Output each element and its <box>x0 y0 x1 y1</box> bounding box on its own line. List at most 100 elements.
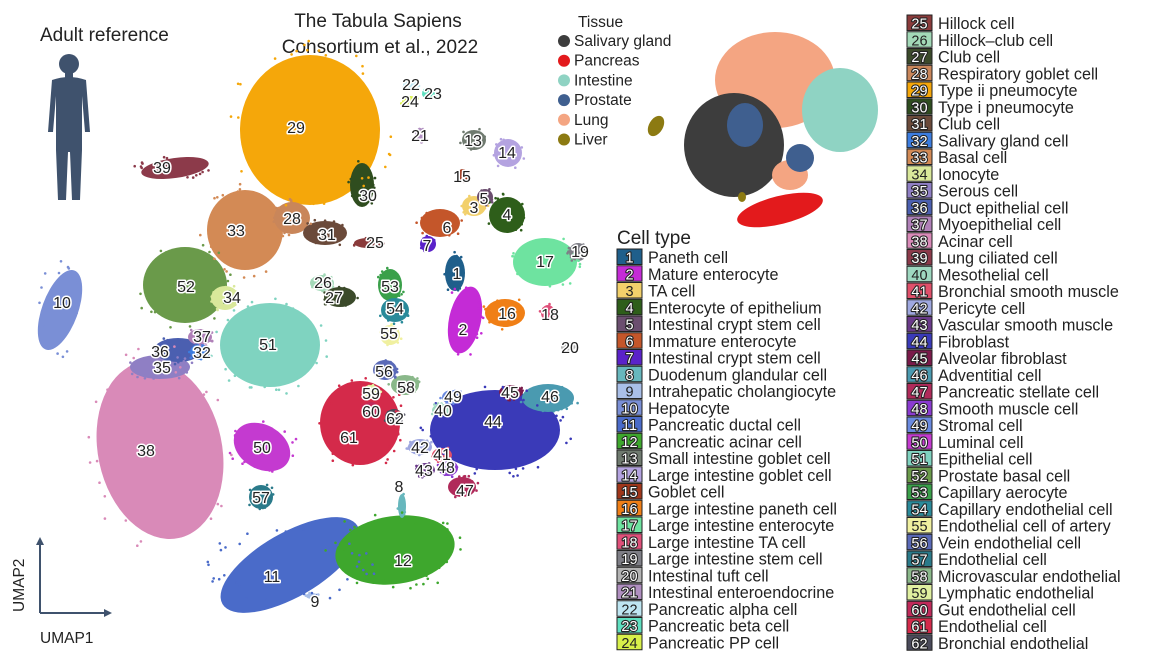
tissue-legend-label: Intestine <box>574 72 633 89</box>
cell-point <box>75 311 78 315</box>
cell-point <box>189 328 193 332</box>
cell-point <box>264 270 268 273</box>
celltype-number: 36 <box>911 201 927 217</box>
cell-point <box>210 339 214 343</box>
cell-point <box>453 287 457 291</box>
cell-point <box>462 130 465 134</box>
cell-point <box>310 591 314 595</box>
celltype-swatch <box>616 617 643 634</box>
cell-point <box>224 285 228 289</box>
cell-point <box>446 446 450 450</box>
cell-point <box>496 299 499 303</box>
cluster-label-24: 24 <box>401 94 419 111</box>
celltype-number: 8 <box>625 368 633 384</box>
celltype-name: Duodenum glandular cell <box>648 366 827 384</box>
cell-point <box>426 577 430 581</box>
celltype-legend-item: 38 Acinar cell <box>906 232 1013 251</box>
cell-point <box>382 242 386 245</box>
cell-point <box>222 260 226 263</box>
cell-point <box>372 396 376 400</box>
cell-point <box>452 402 455 405</box>
cell-point <box>538 310 542 313</box>
cell-point <box>416 379 420 383</box>
cluster-32 <box>190 344 210 360</box>
cell-point <box>353 525 356 529</box>
celltype-swatch <box>906 634 933 651</box>
cell-point <box>294 372 297 376</box>
cell-point <box>232 284 236 288</box>
cell-point <box>290 53 293 56</box>
cell-point <box>171 317 175 321</box>
cluster-40 <box>432 404 452 416</box>
cell-point <box>208 250 211 254</box>
cell-point <box>480 332 483 335</box>
celltype-number: 33 <box>911 151 927 167</box>
celltype-swatch <box>616 600 643 617</box>
cell-point <box>65 350 69 353</box>
cell-point <box>522 398 525 402</box>
cell-point <box>342 547 346 551</box>
tissue-inset <box>647 32 878 228</box>
cluster-label-48: 48 <box>437 460 455 477</box>
cell-point <box>487 222 491 225</box>
cell-point <box>277 388 281 392</box>
cluster-42 <box>408 439 432 455</box>
cell-point <box>385 417 388 421</box>
celltype-legend-item: 17 Large intestine enterocyte <box>616 516 834 536</box>
cell-point <box>43 336 47 339</box>
cell-point <box>373 186 376 189</box>
cell-point <box>88 461 92 464</box>
cell-point <box>350 552 354 555</box>
cell-point <box>141 373 145 377</box>
celltype-legend-item: 36 Duct epithelial cell <box>906 198 1068 218</box>
cell-point <box>185 371 189 374</box>
cell-point <box>453 389 457 393</box>
cell-point <box>234 290 238 293</box>
cell-point <box>258 261 261 265</box>
cluster-5 <box>477 189 493 205</box>
celltype-swatch <box>616 466 643 483</box>
cell-point <box>217 254 220 258</box>
cell-point <box>310 238 313 242</box>
cell-point <box>572 253 576 256</box>
cell-point <box>400 293 403 296</box>
cell-point <box>283 430 287 433</box>
celltype-number: 25 <box>911 17 927 33</box>
celltype-swatch <box>906 148 933 165</box>
cluster-48 <box>438 460 458 476</box>
cell-point <box>575 259 579 262</box>
cell-point <box>352 194 355 197</box>
cell-point <box>265 483 269 487</box>
cell-point <box>176 356 179 359</box>
celltype-swatch <box>906 165 933 182</box>
cell-point <box>304 594 308 597</box>
cluster-label-1: 1 <box>453 266 462 283</box>
cluster-label-34: 34 <box>223 290 241 307</box>
celltype-name: Basal cell <box>938 149 1007 167</box>
cell-point <box>390 298 394 301</box>
cell-point <box>536 404 539 407</box>
celltype-swatch <box>616 265 643 282</box>
cell-point <box>469 397 472 401</box>
cell-point <box>402 512 406 516</box>
celltype-legend-item: 27 Club cell <box>906 48 1000 67</box>
celltype-name: Vein endothelial cell <box>938 534 1081 552</box>
cell-point <box>197 346 200 349</box>
celltype-name: Serous cell <box>938 183 1018 201</box>
celltype-name: Pancreatic beta cell <box>648 618 789 636</box>
celltype-name: Respiratory goblet cell <box>938 65 1098 83</box>
cluster-36 <box>154 338 202 362</box>
cell-point <box>318 422 321 425</box>
cluster-label-22: 22 <box>402 77 420 94</box>
cell-point <box>165 156 169 160</box>
cell-point <box>174 371 178 374</box>
celltype-legend-item: 4 Enterocyte of epithelium <box>616 298 822 318</box>
cell-point <box>433 403 436 406</box>
celltype-number: 49 <box>911 419 927 435</box>
cell-point <box>402 492 405 496</box>
cell-point <box>520 386 523 390</box>
cell-point <box>373 513 377 517</box>
celltype-swatch <box>906 349 933 366</box>
cell-point <box>459 548 462 551</box>
cell-point <box>420 141 423 144</box>
